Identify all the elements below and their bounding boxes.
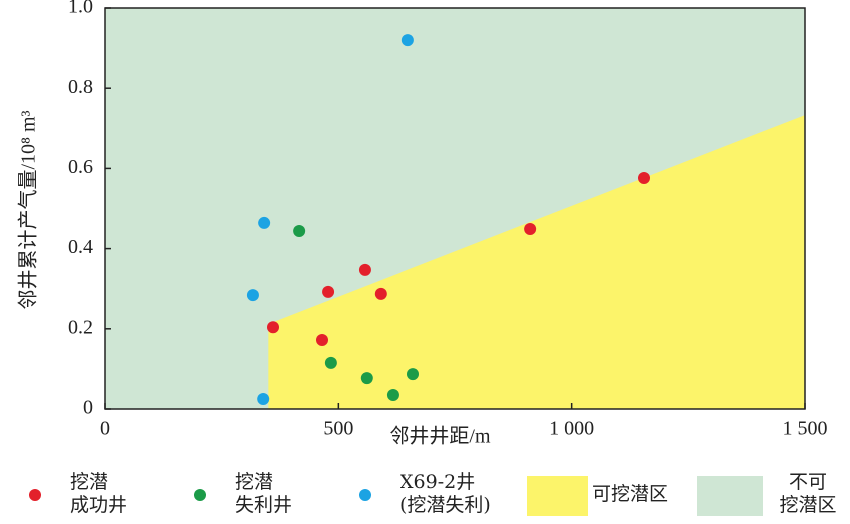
point bbox=[257, 392, 270, 405]
y-tick-label: 0.2 bbox=[68, 316, 93, 338]
legend-label: 挖潜 成功井 bbox=[70, 471, 128, 516]
point bbox=[293, 224, 306, 237]
point bbox=[524, 222, 537, 235]
legend-label: 挖潜 失利井 bbox=[235, 471, 293, 516]
y-tick-label: 0.8 bbox=[68, 76, 93, 98]
point bbox=[407, 368, 419, 381]
x-tick-label: 1 000 bbox=[549, 418, 594, 440]
legend-marker bbox=[194, 489, 206, 501]
y-tick-label: 0.6 bbox=[68, 156, 93, 178]
legend-swatch bbox=[527, 476, 588, 516]
x-tick-label: 1 500 bbox=[783, 418, 828, 440]
point bbox=[374, 287, 387, 300]
point bbox=[638, 172, 650, 185]
point bbox=[267, 321, 279, 334]
legend-label: 不可 挖潜区 bbox=[779, 471, 837, 516]
legend-swatch bbox=[697, 476, 763, 516]
point bbox=[358, 263, 371, 276]
point bbox=[386, 388, 399, 401]
point bbox=[246, 289, 259, 302]
point bbox=[258, 216, 271, 229]
legend-marker bbox=[359, 489, 371, 501]
point bbox=[322, 285, 335, 298]
point bbox=[316, 334, 328, 347]
x-axis-label: 邻井井距/m bbox=[389, 425, 491, 448]
point bbox=[360, 372, 373, 385]
legend-label: 可挖潜区 bbox=[592, 483, 669, 505]
region bbox=[268, 115, 805, 409]
x-tick-label: 500 bbox=[323, 418, 353, 440]
x-tick-label: 0 bbox=[100, 418, 110, 440]
legend-label: X69-2井 (挖潜失利) bbox=[400, 471, 491, 516]
legend-marker bbox=[29, 489, 41, 501]
y-axis-label: 邻井累计产气量/10⁸ m³ bbox=[17, 110, 40, 309]
point bbox=[324, 356, 337, 369]
y-tick-label: 1.0 bbox=[68, 0, 93, 18]
y-tick-label: 0.4 bbox=[68, 236, 93, 258]
point bbox=[401, 34, 414, 47]
plot-frame bbox=[104, 7, 806, 410]
y-tick-label: 0 bbox=[83, 397, 93, 419]
